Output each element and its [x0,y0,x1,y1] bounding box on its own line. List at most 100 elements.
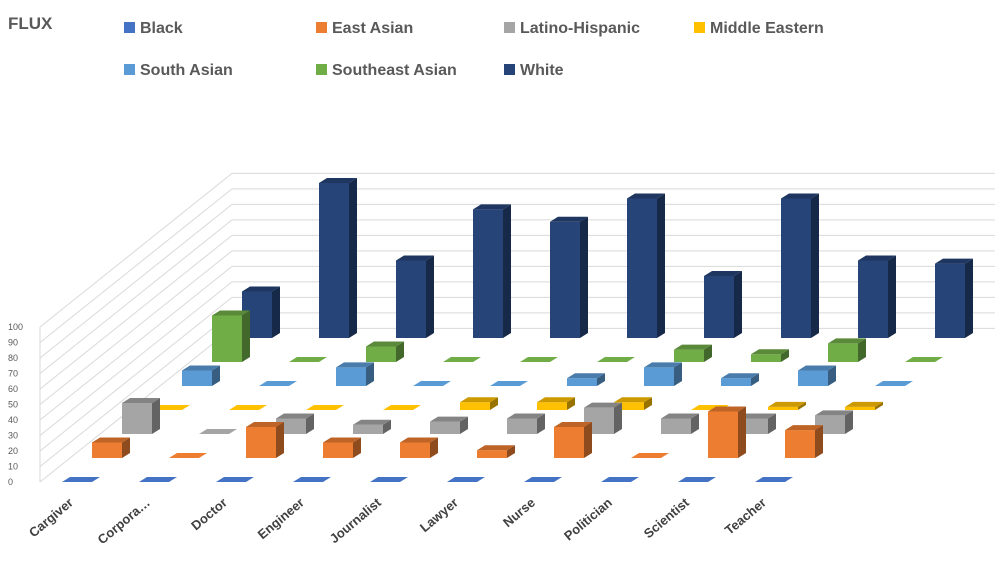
bar-latino-hispanic-engineer [353,419,391,434]
bar-white-journalist [550,216,588,338]
y-tick-label: 70 [8,369,18,379]
bar-black-scientist [678,477,716,482]
bar-south-asian-engineer [413,381,451,386]
bar-middle-eastern-doctor [306,405,344,410]
x-tick-label: Doctor [188,495,230,533]
legend-swatch-south-asian [124,64,135,75]
bar-latino-hispanic-cargiver [122,398,160,434]
bar-east-asian-journalist [400,437,438,458]
bar-south-asian-scientist [798,365,836,386]
x-tick-label: Scientist [641,494,693,541]
legend-label-south-asian: South Asian [140,62,233,79]
bar-southeast-asian-engineer [443,357,481,362]
bar-white-cargiver [242,286,280,338]
y-tick-label: 10 [8,462,18,472]
bar-middle-eastern-scientist [768,401,806,410]
y-tick-label: 90 [8,338,18,348]
x-tick-label: Journalist [327,494,385,546]
bar-east-asian-nurse [554,422,592,458]
bar-white-teacher [935,258,973,338]
legend-swatch-east-asian [316,22,327,33]
x-tick-label: Politician [561,495,615,544]
x-tick-label: Nurse [500,495,538,530]
bar-south-asian-politician [721,373,759,386]
bar-southeast-asian-doctor [366,341,404,362]
bar-black-doctor [216,477,254,482]
bar-southeast-asian-teacher [905,357,943,362]
bar-southeast-asian-journalist [520,357,558,362]
legend-swatch-middle-eastern [694,22,705,33]
bar-east-asian-engineer [323,437,361,458]
bar-white-scientist [858,255,896,338]
legend-label-middle-eastern: Middle Eastern [710,20,824,37]
bar-middle-eastern-nurse [614,397,652,410]
y-tick-label: 80 [8,353,18,363]
bar-middle-eastern-lawyer [537,397,575,410]
bar-white-nurse [704,271,742,338]
bar-white-corpora [319,178,357,338]
bar-middle-eastern-engineer [383,405,421,410]
y-axis: 0 10 20 30 40 50 60 70 80 90 100 [8,322,23,487]
bar-south-asian-cargiver [182,365,220,386]
x-tick-label: Teacher [722,495,769,538]
x-tick-label: Lawyer [417,495,461,535]
bars [62,178,973,482]
bar-east-asian-corpora [169,453,207,458]
bar-middle-eastern-cargiver [152,405,190,410]
legend-label-east-asian: East Asian [332,20,413,37]
bar-east-asian-cargiver [92,437,130,458]
bar-black-engineer [293,477,331,482]
bar-white-lawyer [627,193,665,338]
bar-south-asian-lawyer [567,373,605,386]
bar-latino-hispanic-corpora [199,429,237,434]
bar-south-asian-nurse [644,362,682,386]
legend-label-southeast-asian: Southeast Asian [332,62,457,79]
bar-white-politician [781,193,819,338]
bar-east-asian-lawyer [477,445,515,458]
legend-label-latino-hispanic: Latino-Hispanic [520,20,640,37]
grid [39,172,995,483]
legend-label-black: Black [140,20,183,37]
bar-southeast-asian-scientist [828,338,866,362]
y-tick-label: 20 [8,446,18,456]
legend-label-white: White [520,62,564,79]
y-tick-label: 100 [8,322,23,332]
legend: Black East Asian Latino-Hispanic Middle Eas… [124,20,824,79]
x-tick-label: Engineer [255,495,307,542]
bar-south-asian-teacher [875,381,913,386]
chart-title: FLUX [8,14,53,33]
bar-white-doctor [396,255,434,338]
y-tick-label: 50 [8,400,18,410]
x-tick-label: Corpora… [95,495,153,547]
bar-latino-hispanic-lawyer [507,413,545,434]
bar-south-asian-journalist [490,381,528,386]
bar-south-asian-corpora [259,381,297,386]
bar-east-asian-teacher [785,425,823,458]
bar-east-asian-scientist [708,406,746,458]
bar-middle-eastern-teacher [845,401,883,410]
bar-middle-eastern-corpora [229,405,267,410]
y-tick-label: 30 [8,431,18,441]
bar-middle-eastern-journalist [460,397,498,410]
bar-southeast-asian-lawyer [597,357,635,362]
bar-black-teacher [755,477,793,482]
bar-black-lawyer [447,477,485,482]
bar-black-journalist [370,477,408,482]
y-tick-label: 0 [8,477,13,487]
bar-white-engineer [473,204,511,338]
bar-black-politician [601,477,639,482]
bar-south-asian-doctor [336,362,374,386]
y-tick-label: 40 [8,415,18,425]
legend-swatch-white [504,64,515,75]
legend-swatch-latino-hispanic [504,22,515,33]
bar-black-cargiver [62,477,100,482]
bar-southeast-asian-politician [751,349,789,362]
bar-latino-hispanic-journalist [430,416,468,434]
bar-latino-hispanic-nurse [584,402,622,434]
bar-southeast-asian-corpora [289,357,327,362]
bar-black-nurse [524,477,562,482]
bar-east-asian-doctor [246,422,284,458]
legend-swatch-black [124,22,135,33]
bar-black-corpora [139,477,177,482]
